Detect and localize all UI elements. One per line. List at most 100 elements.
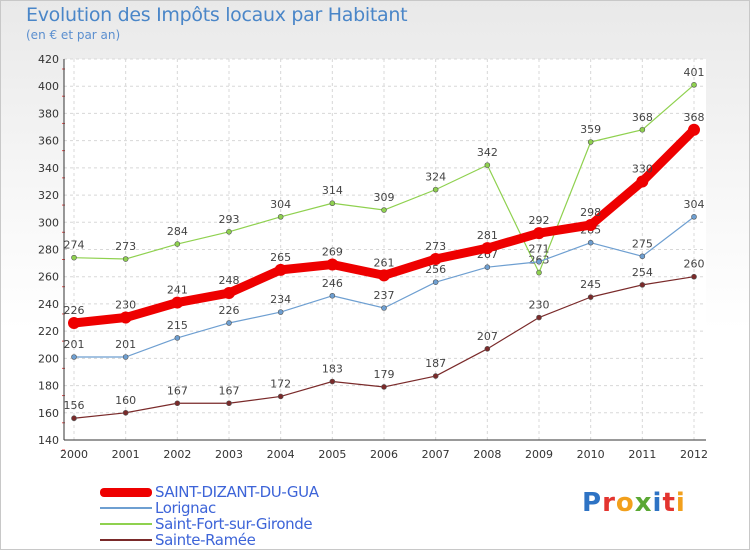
data-label: 237 [374,289,395,302]
data-label: 298 [580,206,601,219]
logo-letter: x [634,488,653,518]
y-tick-label: 360 [38,135,59,148]
data-point [691,214,697,220]
data-label: 368 [684,111,705,124]
data-point [122,409,129,416]
y-tick-label: 200 [38,352,59,365]
data-label: 265 [270,251,291,264]
data-label: 256 [425,263,446,276]
y-tick-label: 400 [38,80,59,93]
y-tick-label: 280 [38,244,59,257]
data-point [536,314,542,321]
line-chart: 140 160 180 200 220 240 260 280 300 320 340 360 380 4… [38,53,708,461]
y-tick-label: 220 [38,325,59,338]
data-label: 359 [580,123,601,136]
data-label: 269 [322,245,343,258]
data-label: 261 [374,256,395,269]
data-point [326,258,339,271]
data-point [587,294,594,300]
data-point [226,320,232,326]
y-tick-label: 340 [38,162,59,175]
data-point [484,264,491,270]
data-point [536,258,542,265]
legend-swatch [100,523,152,525]
data-label: 304 [684,198,705,211]
data-label: 248 [219,274,240,287]
data-point [329,292,336,299]
data-label: 284 [167,225,188,238]
data-label: 234 [270,293,291,306]
x-tick-label: 2002 [163,448,191,461]
data-label: 281 [477,229,498,242]
data-label: 201 [115,338,136,351]
data-point [68,316,80,329]
x-tick-label: 2012 [680,448,708,461]
data-point [432,279,439,285]
data-label: 230 [115,299,136,312]
data-point [381,207,387,213]
data-point [381,384,387,390]
y-tick-label: 260 [38,271,59,284]
legend-label: SAINT-DIZANT-DU-GUA [155,483,319,501]
legend-swatch [100,507,152,509]
x-tick-label: 2005 [318,448,346,461]
data-label: 160 [115,394,136,407]
data-point [639,253,646,260]
data-point [71,254,77,261]
x-tick-label: 2003 [215,448,243,461]
data-point [71,415,77,422]
data-label: 273 [425,240,446,253]
data-label: 226 [64,304,85,317]
data-label: 241 [167,284,188,297]
data-label: 156 [64,399,85,412]
data-label: 172 [270,377,291,390]
data-point [274,263,287,276]
y-tick-label: 140 [38,434,59,447]
data-point [119,311,132,324]
proxiti-logo: Proxiti [582,488,686,518]
data-label: 167 [167,384,188,397]
x-tick-label: 2001 [112,448,140,461]
data-point [71,354,77,360]
x-tick-label: 2006 [370,448,398,461]
data-label: 215 [167,319,188,332]
y-tick-label: 180 [38,380,59,393]
data-point [691,273,697,280]
chart-subtitle: (en € et par an) [26,28,121,42]
data-point [587,239,594,246]
legend-swatch [100,539,152,541]
y-tick-label: 380 [38,107,59,120]
legend-label: Sainte-Ramée [155,531,256,549]
data-label: 330 [632,162,653,175]
data-point [584,219,597,232]
data-point [277,393,284,400]
data-point [587,139,594,145]
data-label: 275 [632,237,653,250]
logo-letter: P [582,488,603,518]
data-label: 324 [425,171,446,184]
data-point [691,82,697,88]
data-label: 254 [632,266,653,279]
data-label: 274 [64,239,85,252]
data-point [484,346,491,352]
y-tick-label: 300 [38,216,59,229]
logo-letter: o [615,488,635,518]
data-point [636,175,649,188]
x-tick-label: 2011 [628,448,656,461]
logo-letter: i [675,488,686,518]
data-point [226,229,232,235]
data-label: 309 [374,191,395,204]
y-tick-label: 240 [38,298,59,311]
chart-title: Evolution des Impôts locaux par Habitant [26,4,408,26]
legend-swatch [100,487,152,497]
data-label: 271 [529,243,550,256]
data-label: 292 [529,214,550,227]
logo-letter: r [602,488,616,518]
data-label: 246 [322,277,343,290]
data-label: 201 [64,338,85,351]
data-point [329,200,336,207]
x-tick-label: 2004 [267,448,295,461]
data-label: 342 [477,146,498,159]
data-point [484,162,491,168]
y-tick-label: 320 [38,189,59,202]
